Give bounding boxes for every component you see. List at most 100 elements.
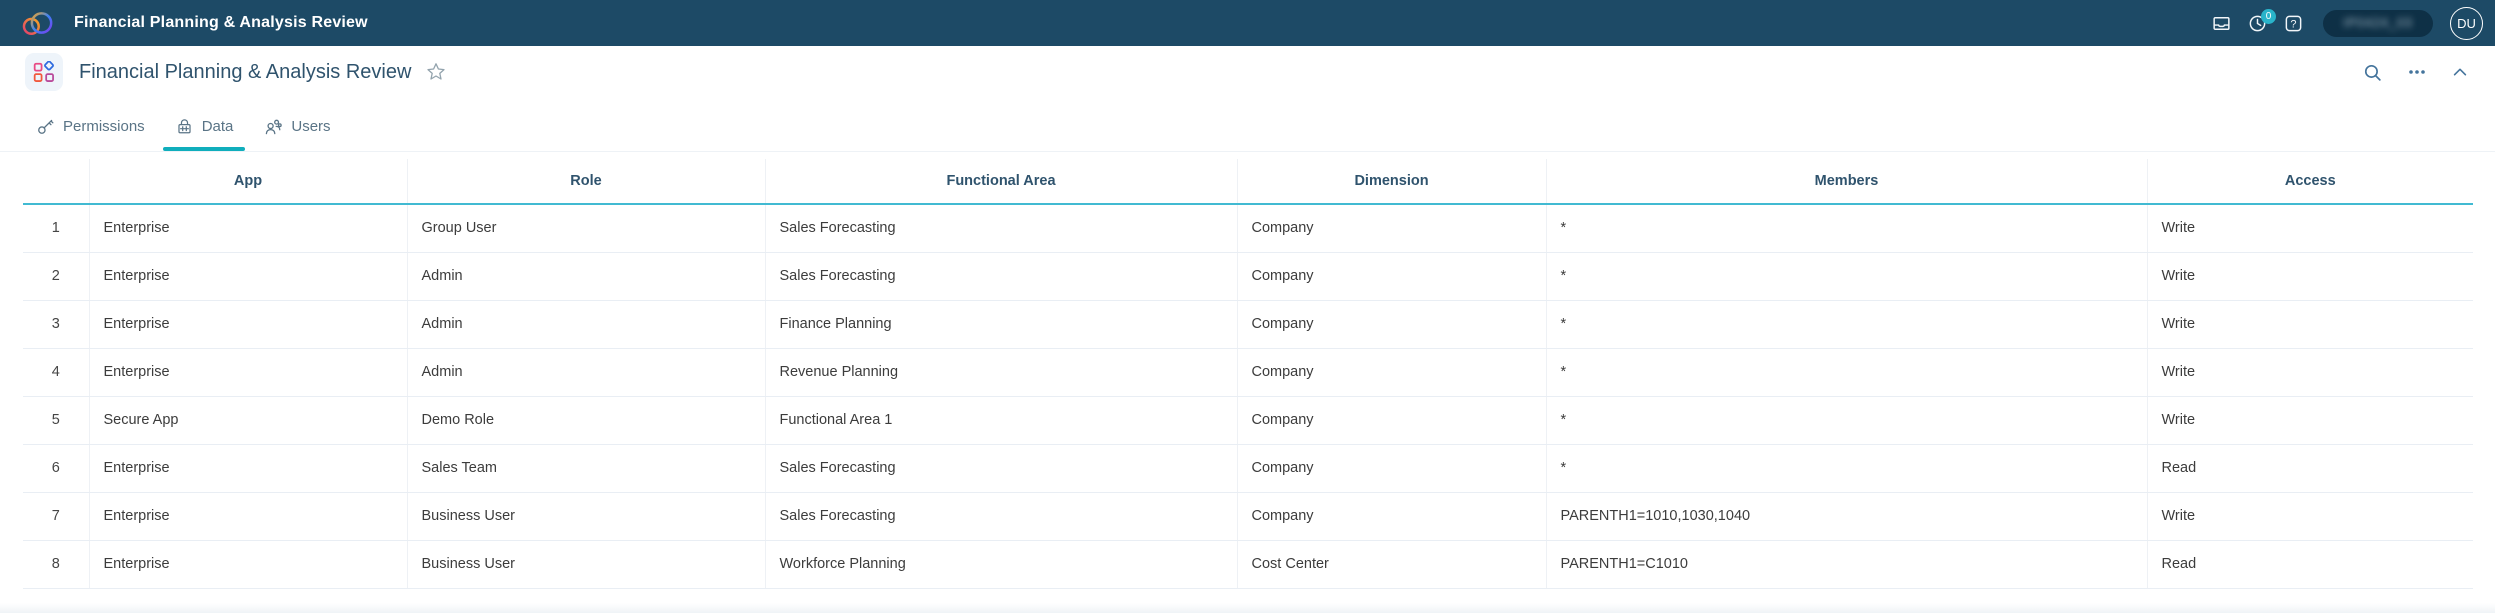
table-body: 1 Enterprise Group User Sales Forecastin… (23, 204, 2473, 588)
table-row: 7 Enterprise Business User Sales Forecas… (23, 492, 2473, 540)
tab-bar: Permissions Data Users (0, 98, 2495, 152)
app-tile-icon (25, 53, 63, 91)
cell-app[interactable]: Enterprise (89, 540, 407, 588)
cell-access[interactable]: Write (2147, 204, 2473, 252)
cell-app[interactable]: Enterprise (89, 492, 407, 540)
cell-role[interactable]: Admin (407, 252, 765, 300)
table-row: 1 Enterprise Group User Sales Forecastin… (23, 204, 2473, 252)
cell-access[interactable]: Write (2147, 492, 2473, 540)
cell-app[interactable]: Enterprise (89, 204, 407, 252)
cell-app[interactable]: Enterprise (89, 252, 407, 300)
page-title: Financial Planning & Analysis Review (79, 61, 411, 84)
cell-members[interactable]: * (1546, 252, 2147, 300)
cell-functional-area[interactable]: Sales Forecasting (765, 252, 1237, 300)
users-icon (263, 117, 283, 137)
cell-dimension[interactable]: Company (1237, 396, 1546, 444)
cell-dimension[interactable]: Company (1237, 204, 1546, 252)
cell-members[interactable]: * (1546, 204, 2147, 252)
tab-users[interactable]: Users (263, 98, 330, 151)
cell-app[interactable]: Enterprise (89, 300, 407, 348)
cell-role[interactable]: Sales Team (407, 444, 765, 492)
row-number-header (23, 159, 89, 204)
cell-members[interactable]: PARENTH1=1010,1030,1040 (1546, 492, 2147, 540)
top-app-bar: Financial Planning & Analysis Review 0 ?… (0, 0, 2495, 46)
star-icon[interactable] (426, 62, 446, 82)
cell-role[interactable]: Business User (407, 492, 765, 540)
table-row: 8 Enterprise Business User Workforce Pla… (23, 540, 2473, 588)
row-number[interactable]: 5 (23, 396, 89, 444)
cell-app[interactable]: Secure App (89, 396, 407, 444)
cell-role[interactable]: Group User (407, 204, 765, 252)
cell-role[interactable]: Business User (407, 540, 765, 588)
cell-functional-area[interactable]: Revenue Planning (765, 348, 1237, 396)
cell-dimension[interactable]: Company (1237, 444, 1546, 492)
tab-data[interactable]: Data (175, 98, 234, 151)
bottom-shadow (0, 603, 2495, 613)
avatar[interactable]: DU (2450, 7, 2483, 40)
cell-dimension[interactable]: Company (1237, 252, 1546, 300)
page-header: Financial Planning & Analysis Review (0, 46, 2495, 98)
cell-members[interactable]: * (1546, 348, 2147, 396)
cell-role[interactable]: Admin (407, 348, 765, 396)
cell-dimension[interactable]: Company (1237, 492, 1546, 540)
cell-access[interactable]: Write (2147, 252, 2473, 300)
cell-access[interactable]: Read (2147, 540, 2473, 588)
tab-permissions[interactable]: Permissions (36, 98, 145, 151)
window-title: Financial Planning & Analysis Review (74, 14, 368, 32)
table-header-row: AppRoleFunctional AreaDimensionMembersAc… (23, 159, 2473, 204)
column-header[interactable]: Dimension (1237, 159, 1546, 204)
tab-label: Permissions (63, 118, 145, 135)
cell-dimension[interactable]: Cost Center (1237, 540, 1546, 588)
cell-functional-area[interactable]: Sales Forecasting (765, 204, 1237, 252)
column-header[interactable]: Members (1546, 159, 2147, 204)
cell-access[interactable]: Write (2147, 300, 2473, 348)
cell-dimension[interactable]: Company (1237, 348, 1546, 396)
cell-functional-area[interactable]: Finance Planning (765, 300, 1237, 348)
tenant-badge-redacted[interactable]: IP0424_03 (2323, 10, 2433, 37)
tab-label: Data (202, 118, 234, 135)
cell-members[interactable]: * (1546, 396, 2147, 444)
column-header[interactable]: App (89, 159, 407, 204)
cell-members[interactable]: * (1546, 300, 2147, 348)
cell-app[interactable]: Enterprise (89, 348, 407, 396)
row-number[interactable]: 7 (23, 492, 89, 540)
row-number[interactable]: 3 (23, 300, 89, 348)
cell-role[interactable]: Demo Role (407, 396, 765, 444)
row-number[interactable]: 8 (23, 540, 89, 588)
cell-access[interactable]: Write (2147, 396, 2473, 444)
sac-cloud-logo[interactable] (20, 8, 54, 38)
cell-app[interactable]: Enterprise (89, 444, 407, 492)
tenant-label: IP0424_03 (2343, 16, 2412, 30)
row-number[interactable]: 4 (23, 348, 89, 396)
cell-functional-area[interactable]: Sales Forecasting (765, 492, 1237, 540)
row-number[interactable]: 1 (23, 204, 89, 252)
column-header[interactable]: Functional Area (765, 159, 1237, 204)
cell-functional-area[interactable]: Sales Forecasting (765, 444, 1237, 492)
column-header[interactable]: Access (2147, 159, 2473, 204)
help-icon[interactable]: ? (2283, 13, 2304, 34)
clock-history-icon[interactable]: 0 (2247, 13, 2268, 34)
row-number[interactable]: 6 (23, 444, 89, 492)
row-number[interactable]: 2 (23, 252, 89, 300)
table-row: 2 Enterprise Admin Sales Forecasting Com… (23, 252, 2473, 300)
tab-label: Users (291, 118, 330, 135)
cell-functional-area[interactable]: Functional Area 1 (765, 396, 1237, 444)
lock-grid-icon (175, 117, 194, 136)
cell-functional-area[interactable]: Workforce Planning (765, 540, 1237, 588)
table-row: 3 Enterprise Admin Finance Planning Comp… (23, 300, 2473, 348)
cell-members[interactable]: * (1546, 444, 2147, 492)
cell-members[interactable]: PARENTH1=C1010 (1546, 540, 2147, 588)
cell-dimension[interactable]: Company (1237, 300, 1546, 348)
cell-access[interactable]: Read (2147, 444, 2473, 492)
ellipsis-icon[interactable] (2407, 62, 2427, 82)
avatar-initials: DU (2457, 16, 2476, 31)
key-icon (36, 117, 55, 136)
search-icon[interactable] (2362, 62, 2383, 83)
cell-access[interactable]: Write (2147, 348, 2473, 396)
column-header[interactable]: Role (407, 159, 765, 204)
cell-role[interactable]: Admin (407, 300, 765, 348)
svg-text:?: ? (2290, 18, 2296, 30)
table-row: 5 Secure App Demo Role Functional Area 1… (23, 396, 2473, 444)
chevron-up-icon[interactable] (2451, 63, 2469, 81)
inbox-icon[interactable] (2211, 13, 2232, 34)
